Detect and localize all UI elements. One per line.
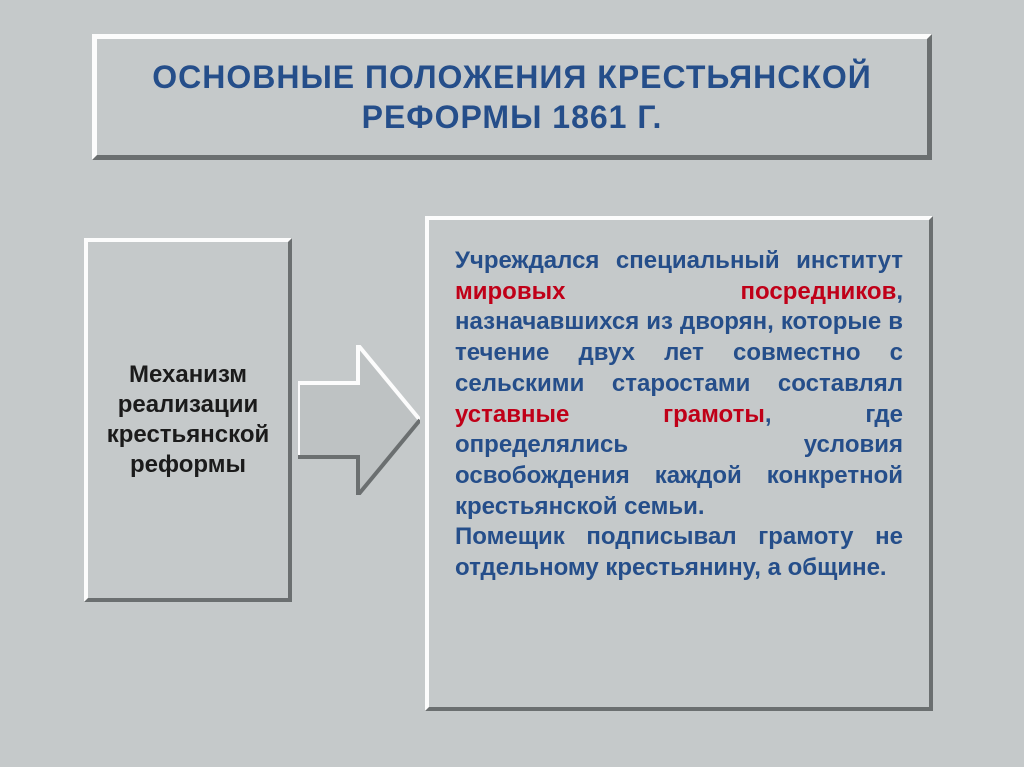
text-segment: Помещик подписывал грамоту не отдельному… (455, 523, 903, 581)
right-box: Учреждался специальный институт мировых … (425, 216, 933, 711)
right-box-text: Учреждался специальный институт мировых … (455, 246, 903, 584)
left-box: Механизм реализации крестьянской реформы (84, 238, 292, 602)
highlight-term: мировых посредников (455, 278, 896, 305)
title-box: ОСНОВНЫЕ ПОЛОЖЕНИЯ КРЕСТЬЯНСКОЙ РЕФОРМЫ … (92, 34, 932, 160)
arrow-right-icon (298, 345, 420, 495)
highlight-term: уставные грамоты (455, 401, 765, 428)
text-segment: Учреждался специальный институт (455, 247, 903, 274)
slide-title: ОСНОВНЫЕ ПОЛОЖЕНИЯ КРЕСТЬЯНСКОЙ РЕФОРМЫ … (127, 57, 897, 137)
left-box-text: Механизм реализации крестьянской реформы (98, 360, 278, 480)
